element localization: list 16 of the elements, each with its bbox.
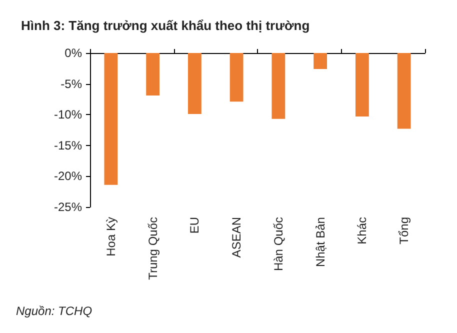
x-tick-label: Nhật Bản (313, 217, 328, 268)
x-tick-label: ASEAN (230, 217, 244, 258)
y-tick-label: -5% (60, 76, 82, 91)
x-tick-label: Tổng (397, 217, 412, 244)
x-tick-label: Hoa Kỳ (104, 217, 118, 256)
y-tick-label: 0% (64, 46, 82, 60)
y-tick-label: -10% (54, 108, 82, 122)
x-tick-label: EU (188, 217, 202, 234)
y-tick-label: -25% (54, 200, 82, 214)
x-tick-label: Trung Quốc (146, 217, 160, 280)
x-tick-label: Khác (355, 217, 370, 244)
y-tick-label: -20% (54, 169, 82, 184)
x-tick-label: Hàn Quốc (271, 217, 286, 272)
text: Nguồn: TCHQ (16, 304, 92, 318)
chart-title: Hình 3: Tăng trưởng xuất khẩu theo thị trường (21, 18, 310, 33)
y-tick-label: -15% (54, 138, 82, 152)
